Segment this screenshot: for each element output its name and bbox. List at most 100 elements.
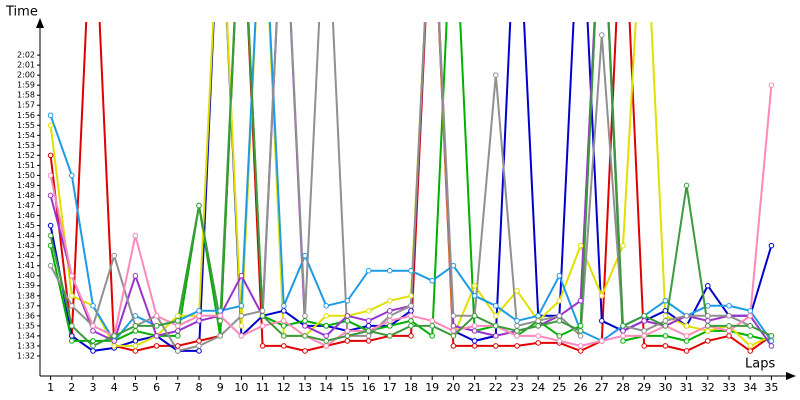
x-tick-label: 29	[637, 381, 651, 394]
point	[111, 343, 117, 349]
point	[323, 323, 330, 329]
x-tick-label: 32	[701, 381, 715, 394]
point	[705, 323, 711, 329]
point	[450, 313, 457, 319]
x-tick-label: 16	[362, 381, 376, 394]
y-tick-label: 1:47	[17, 201, 35, 210]
point	[259, 343, 266, 349]
x-tick-label: 3	[90, 381, 97, 394]
point	[747, 348, 754, 354]
point	[196, 343, 202, 349]
point	[641, 313, 648, 319]
point	[281, 323, 287, 329]
point	[153, 343, 160, 349]
point	[196, 313, 202, 319]
point	[153, 313, 160, 319]
point	[387, 267, 393, 274]
point	[429, 277, 436, 284]
point	[599, 338, 605, 344]
point	[408, 303, 414, 309]
y-tick-label: 1:57	[17, 101, 35, 110]
x-tick-label: 18	[404, 381, 418, 394]
point	[47, 192, 54, 199]
y-axis-title: Time	[5, 5, 38, 20]
point	[620, 333, 626, 339]
x-tick-label: 26	[574, 381, 588, 394]
x-tick-label: 24	[531, 381, 545, 394]
x-tick-label: 6	[153, 381, 160, 394]
point	[408, 313, 414, 319]
point	[577, 348, 584, 354]
point	[387, 318, 393, 324]
point	[69, 272, 75, 279]
x-tick-label: 35	[764, 381, 778, 394]
point	[387, 308, 393, 314]
point	[429, 323, 436, 329]
point	[450, 328, 457, 334]
point	[705, 303, 711, 309]
point	[641, 343, 648, 349]
x-tick-label: 7	[174, 381, 181, 394]
point	[641, 333, 648, 339]
point	[705, 328, 711, 334]
point	[196, 348, 202, 354]
point	[47, 242, 54, 249]
point	[577, 323, 584, 329]
point	[514, 287, 520, 294]
y-tick-label: 1:33	[17, 341, 35, 350]
point	[196, 338, 202, 344]
point	[747, 308, 754, 314]
point	[493, 313, 499, 319]
point	[641, 318, 648, 324]
point	[450, 323, 457, 329]
point	[535, 340, 542, 346]
point	[344, 318, 351, 324]
point	[577, 328, 584, 334]
point	[132, 313, 139, 319]
x-tick-label: 13	[298, 381, 312, 394]
point	[175, 323, 181, 329]
point	[429, 333, 436, 339]
y-tick-label: 1:49	[17, 181, 35, 190]
point	[387, 323, 393, 329]
point	[577, 242, 584, 249]
point	[705, 313, 711, 319]
point	[365, 328, 372, 334]
point	[302, 313, 308, 319]
x-tick-label: 22	[489, 381, 503, 394]
y-tick-label: 1:55	[17, 121, 35, 130]
point	[535, 323, 542, 329]
y-tick-label: 1:36	[17, 311, 35, 320]
point	[238, 333, 245, 339]
y-tick-label: 1:51	[17, 161, 35, 170]
point	[768, 242, 775, 249]
x-tick-label: 5	[132, 381, 139, 394]
point	[238, 303, 245, 309]
point	[90, 343, 96, 349]
point	[493, 333, 499, 339]
y-tick-label: 1:39	[17, 281, 35, 290]
x-tick-label: 23	[510, 381, 524, 394]
point	[132, 232, 139, 239]
point	[132, 328, 139, 334]
point	[705, 282, 711, 289]
x-tick-label: 4	[111, 381, 118, 394]
point	[323, 338, 330, 344]
point	[47, 222, 54, 229]
point	[683, 348, 690, 354]
point	[238, 323, 245, 329]
point	[132, 272, 139, 279]
point	[514, 343, 520, 349]
x-axis-title: Laps	[745, 357, 775, 372]
x-tick-label: 9	[217, 381, 224, 394]
y-tick-label: 1:56	[17, 111, 35, 120]
point	[471, 338, 478, 344]
x-axis-arrow	[786, 372, 796, 380]
x-tick-label: 8	[196, 381, 203, 394]
point	[577, 297, 584, 304]
point	[111, 252, 117, 259]
x-tick-label: 19	[425, 381, 439, 394]
point	[535, 318, 542, 324]
point	[69, 338, 75, 344]
